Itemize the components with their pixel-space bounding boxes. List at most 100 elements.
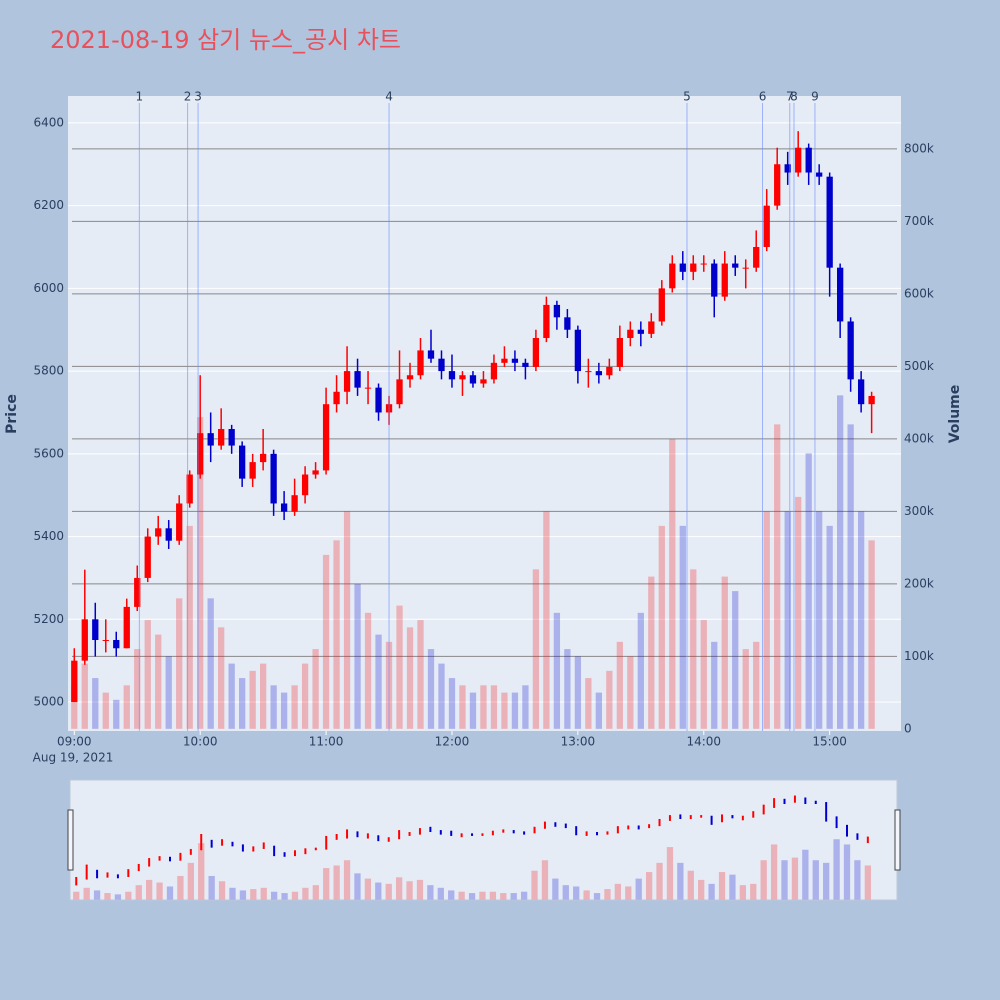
range-handle[interactable] xyxy=(67,809,74,871)
candle-body xyxy=(648,321,655,334)
candle-body xyxy=(637,329,644,334)
volume-bar xyxy=(71,685,78,729)
y-tick-label: 6400 xyxy=(33,115,64,129)
slider-volume-bar xyxy=(687,870,694,900)
candle-body xyxy=(448,371,456,380)
slider-volume-bar xyxy=(395,877,403,900)
slider-volume-bar xyxy=(437,887,444,900)
y2-tick-label: 0 xyxy=(904,721,912,735)
candle-body xyxy=(71,660,78,703)
slider-volume-bar xyxy=(323,868,330,900)
candle-body xyxy=(658,288,665,322)
candle-body xyxy=(753,246,760,268)
candle-body xyxy=(259,453,267,463)
event-label: 8 xyxy=(790,90,798,104)
slider-volume-bar xyxy=(791,857,799,900)
y2-tick-label: 100k xyxy=(904,649,934,663)
volume-bar xyxy=(637,612,644,729)
slider-volume-bar xyxy=(83,887,90,900)
slider-volume-bar xyxy=(406,881,413,900)
candle-body xyxy=(711,263,718,297)
volume-bar xyxy=(427,649,435,729)
candle-body xyxy=(616,338,623,367)
slider-volume-bar xyxy=(802,849,809,900)
volume-bar xyxy=(574,656,582,729)
slider-volume-bar xyxy=(93,890,101,900)
slider-volume-bar xyxy=(458,891,465,900)
volume-bar xyxy=(480,685,487,729)
slider-volume-bar xyxy=(156,882,163,900)
candle-body xyxy=(333,391,340,405)
slider-volume-bar xyxy=(854,860,861,900)
range-slider[interactable] xyxy=(69,779,898,901)
candle-body xyxy=(176,503,183,541)
slider-volume-bar xyxy=(333,865,340,900)
volume-bar xyxy=(732,591,739,729)
range-handle[interactable] xyxy=(894,809,901,871)
candle-body xyxy=(501,358,508,363)
candle-body xyxy=(574,329,582,372)
event-label: 7 xyxy=(786,90,794,104)
volume-bar xyxy=(690,569,697,729)
candle-body xyxy=(197,433,204,475)
volume-bar xyxy=(511,692,519,729)
candle-body xyxy=(270,453,277,504)
slider-volume-bar xyxy=(448,890,455,900)
volume-bar xyxy=(197,417,204,729)
candle-body xyxy=(595,371,603,376)
y2-tick-label: 800k xyxy=(904,141,934,155)
candle-body xyxy=(784,164,791,173)
event-label: 6 xyxy=(759,90,767,104)
volume-bar xyxy=(648,576,655,729)
y-tick-label: 5800 xyxy=(33,364,64,378)
candle-body xyxy=(322,404,330,471)
candle-body xyxy=(343,371,351,392)
volume-bar xyxy=(92,678,99,729)
volume-bar xyxy=(826,525,833,729)
candle-body xyxy=(606,366,613,376)
slider-volume-bar xyxy=(635,878,642,900)
y2-tick-label: 600k xyxy=(904,286,934,300)
volume-bar xyxy=(658,525,665,729)
slider-volume-bar xyxy=(270,891,278,900)
chart-title: 2021-08-19 삼기 뉴스_공시 차트 xyxy=(50,26,401,54)
event-label: 2 xyxy=(184,90,192,104)
y-tick-label: 5400 xyxy=(33,529,64,543)
candle-body xyxy=(795,147,802,173)
volume-bar xyxy=(522,685,529,729)
x-tick-label: 11:00 xyxy=(309,735,344,749)
slider-volume-bar xyxy=(229,887,236,900)
slider-volume-bar xyxy=(645,872,653,900)
volume-bar xyxy=(679,525,686,729)
candle-body xyxy=(312,470,319,475)
y-tick-label: 5600 xyxy=(33,446,64,460)
event-label: 3 xyxy=(194,90,202,104)
volume-bar xyxy=(564,649,571,729)
y-tick-label: 6200 xyxy=(33,198,64,212)
candle-body xyxy=(690,263,697,272)
volume-bar xyxy=(113,699,120,729)
slider-volume-bar xyxy=(739,885,746,900)
slider-volume-bar xyxy=(177,875,184,900)
volume-bar xyxy=(700,620,707,729)
y2-tick-label: 700k xyxy=(904,214,934,228)
slider-volume-bar xyxy=(864,865,871,900)
candle-body xyxy=(826,176,833,268)
candle-body xyxy=(816,172,823,177)
candle-body xyxy=(522,362,529,367)
event-label: 4 xyxy=(385,90,393,104)
volume-bar xyxy=(469,692,477,729)
candle-body xyxy=(721,263,728,297)
candle-body xyxy=(81,619,88,661)
slider-volume-bar xyxy=(239,890,247,900)
slider-volume-bar xyxy=(135,885,142,900)
slider-volume-bar xyxy=(250,889,257,900)
volume-bar xyxy=(459,685,466,729)
volume-bar xyxy=(375,634,382,729)
slider-volume-bar xyxy=(375,882,382,900)
volume-bar xyxy=(742,649,749,729)
slider-volume-bar xyxy=(427,885,434,900)
candle-body xyxy=(438,358,445,372)
candle-body xyxy=(291,495,298,512)
